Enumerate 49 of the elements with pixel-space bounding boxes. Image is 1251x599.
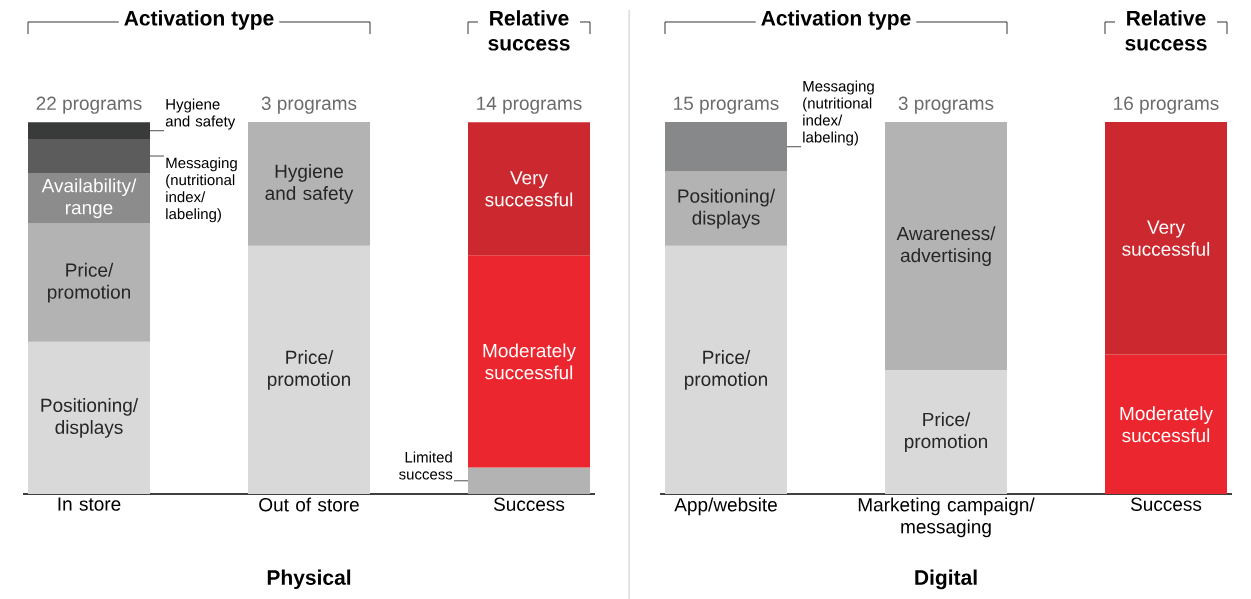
bar — [885, 121, 1008, 371]
bar — [28, 139, 151, 173]
series-label: Limited success — [399, 451, 453, 480]
series-label: Moderately successful — [1120, 406, 1213, 443]
bar — [28, 172, 151, 224]
text: Price/promotion — [904, 412, 987, 452]
x-tick-label: Out of store — [259, 497, 359, 512]
bar — [28, 122, 151, 140]
series-label: Availability/range — [41, 178, 137, 219]
annotation: 22 programs — [36, 96, 142, 114]
bar — [468, 122, 591, 256]
x-tick-label: Marketing campaign/messaging — [858, 497, 1035, 538]
series-label: Positioning/displays — [41, 398, 139, 438]
x-tick-label: Success — [493, 497, 565, 511]
text: Relative success — [1125, 10, 1207, 51]
annotation: 3 programs — [898, 96, 994, 114]
series-label: Moderately successful — [483, 343, 576, 380]
bar — [1104, 121, 1228, 355]
annotation: 16 programs — [1114, 96, 1219, 114]
annotation: 3 programs — [261, 96, 357, 114]
series-label: Messaging (nutritional index/labeling) — [166, 157, 237, 223]
text: Relative success — [488, 10, 570, 51]
text: Price/promotion — [267, 350, 350, 390]
series-label: Price/promotion — [47, 262, 131, 303]
text: Physical — [267, 569, 351, 590]
bar — [665, 171, 788, 246]
bar — [28, 341, 151, 494]
series-label: Positioning/displays — [678, 188, 776, 229]
bar — [665, 245, 788, 494]
annotation: 15 programs — [674, 96, 779, 114]
series-label: Very successful — [485, 171, 573, 207]
text: Hygiene and safety — [265, 164, 354, 204]
bar — [1104, 354, 1228, 494]
series-label: Price/promotion — [684, 350, 767, 390]
text: Digital — [915, 569, 977, 590]
series-label: Awareness/advertising — [896, 226, 996, 266]
bar — [665, 121, 788, 172]
annotation: 14 programs — [477, 96, 582, 114]
bar — [468, 467, 591, 494]
text: Activation type — [124, 10, 274, 30]
series-label: Messaging (nutritional index/labeling) — [803, 80, 874, 146]
x-tick-label: App/website — [674, 497, 777, 516]
bar — [885, 370, 1008, 494]
text: Activation type — [761, 10, 911, 30]
series-label: Very successful — [1122, 220, 1210, 256]
bar — [468, 255, 591, 468]
x-tick-label: In store — [58, 497, 121, 511]
x-tick-label: Success — [1130, 497, 1202, 511]
series-label: Hygiene and safety — [165, 98, 236, 130]
